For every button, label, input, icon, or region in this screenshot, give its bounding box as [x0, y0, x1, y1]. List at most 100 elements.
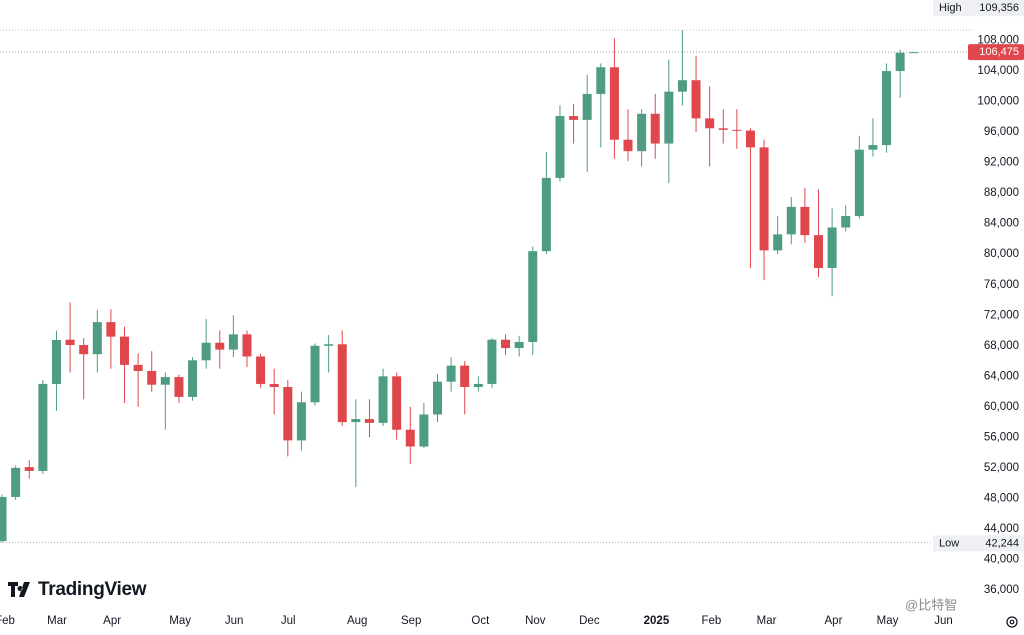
y-tick-label: 96,000: [984, 126, 1019, 138]
logo: TradingView: [8, 579, 147, 600]
candle-body: [188, 360, 198, 397]
candle-body: [106, 322, 116, 337]
y-tick-label: 60,000: [984, 401, 1019, 413]
candle-body: [705, 118, 715, 129]
x-tick-label: Mar: [47, 615, 67, 627]
y-tick-label: 100,000: [977, 96, 1019, 108]
candle-body: [841, 216, 851, 228]
x-tick-label: Aug: [347, 615, 367, 627]
y-tick-label: 64,000: [984, 370, 1019, 382]
marker-value: 42,244: [985, 537, 1019, 549]
settings-gear[interactable]: [1006, 616, 1018, 628]
candle-body: [24, 467, 34, 471]
candle-body: [51, 339, 61, 384]
y-tick-label: 84,000: [984, 218, 1019, 230]
candle-body: [582, 93, 592, 120]
y-tick-label: 52,000: [984, 462, 1019, 474]
candle-body: [555, 116, 565, 178]
candle-body: [732, 129, 742, 131]
y-tick-label: 68,000: [984, 340, 1019, 352]
y-tick-label: 76,000: [984, 279, 1019, 291]
candle-body: [419, 414, 429, 447]
last-price-bg: [968, 44, 1024, 61]
candle-body: [0, 496, 7, 542]
y-tick-label: 88,000: [984, 187, 1019, 199]
candle-body: [11, 467, 21, 497]
candle-body: [147, 370, 157, 385]
candle-body: [664, 91, 674, 144]
candle-body: [460, 365, 470, 387]
x-tick-label: May: [877, 615, 899, 627]
y-tick-label: 56,000: [984, 431, 1019, 443]
candle-body: [283, 387, 293, 441]
watermark: @比特智: [905, 597, 957, 612]
y-tick-label: 36,000: [984, 584, 1019, 596]
marker-bg: [933, 535, 1024, 552]
settings-gear-center[interactable]: [1009, 619, 1015, 625]
candle-body: [909, 52, 919, 54]
brand: TradingView: [38, 579, 147, 600]
candle-body: [637, 113, 647, 152]
y-tick-label: 40,000: [984, 554, 1019, 566]
x-tick-label: Jun: [934, 615, 953, 627]
candle-body: [432, 381, 442, 415]
candle-body: [473, 383, 483, 387]
candle-body: [786, 206, 796, 235]
candle-body: [528, 251, 538, 342]
y-tick-label: 72,000: [984, 309, 1019, 321]
candle-body: [501, 339, 511, 349]
candle-body: [242, 334, 252, 357]
x-tick-label: Nov: [525, 615, 546, 627]
candle-body: [623, 139, 633, 152]
candle-body: [541, 177, 551, 252]
candle-body: [773, 234, 783, 251]
candle-body: [691, 80, 701, 119]
candle-body: [759, 147, 769, 251]
candle-body: [133, 364, 143, 371]
candle-body: [650, 113, 660, 144]
logo-icon: [8, 582, 30, 597]
candle-body: [269, 383, 279, 387]
candle-body: [446, 365, 456, 382]
settings-icon[interactable]: [1006, 616, 1018, 628]
candle-body: [882, 71, 892, 146]
x-tick-label: Apr: [825, 615, 843, 627]
candle-body: [160, 377, 170, 385]
x-tick-label: Sep: [401, 615, 421, 627]
candle-body: [296, 402, 306, 441]
x-tick-label: Jun: [225, 615, 244, 627]
x-tick-label: Jul: [281, 615, 296, 627]
marker-bg: [933, 0, 1024, 17]
candle-body: [364, 419, 374, 423]
y-tick-label: 92,000: [984, 157, 1019, 169]
marker-name: Low: [939, 537, 959, 549]
y-tick-label: 108,000: [977, 35, 1019, 47]
candle-body: [514, 341, 524, 349]
y-tick-label: 80,000: [984, 248, 1019, 260]
candle-body: [201, 342, 211, 361]
x-tick-label: Dec: [579, 615, 600, 627]
candle-body: [745, 130, 755, 148]
candle-body: [677, 80, 687, 92]
candle-body: [228, 334, 238, 350]
candle-body: [174, 377, 184, 397]
marker-name: High: [939, 2, 962, 14]
last-price-label: 106,475: [979, 46, 1019, 58]
x-tick-label: Apr: [103, 615, 121, 627]
candle-body: [487, 339, 497, 384]
candle-body: [256, 356, 266, 384]
candle-body: [596, 67, 606, 94]
candle-body: [718, 128, 728, 130]
candle-body: [120, 336, 130, 365]
x-tick-label: Mar: [757, 615, 777, 627]
candle-body: [215, 342, 225, 350]
y-tick-label: 44,000: [984, 523, 1019, 535]
y-tick-label: 104,000: [977, 65, 1019, 77]
candle-body: [337, 344, 347, 423]
y-tick-label: 48,000: [984, 492, 1019, 504]
candle-body: [814, 235, 824, 268]
x-tick-label: May: [169, 615, 191, 627]
x-tick-label: Oct: [471, 615, 490, 627]
candle-body: [868, 145, 878, 150]
